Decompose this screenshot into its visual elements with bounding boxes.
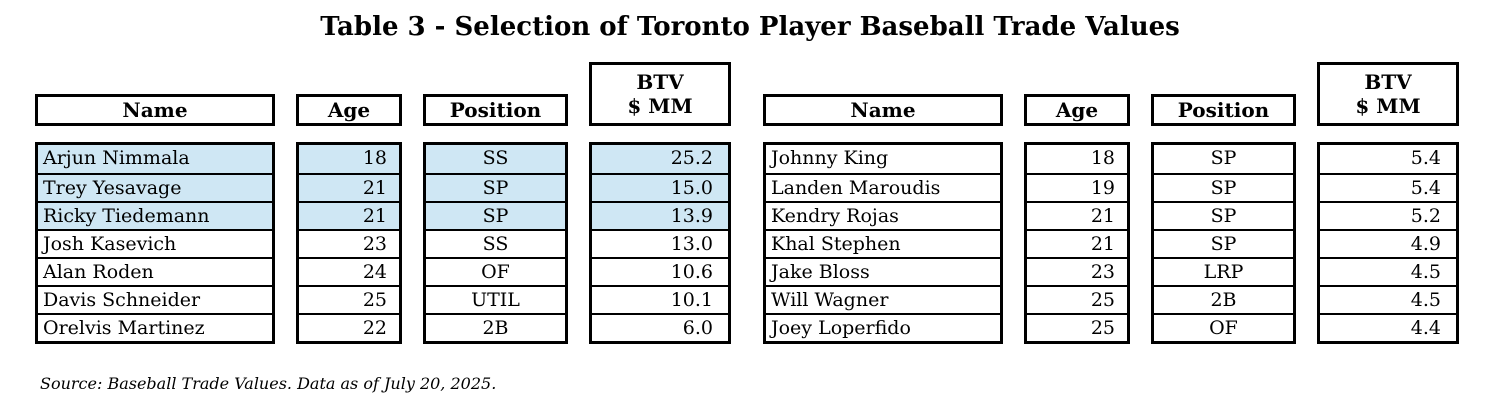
- column-headers-right: Name Age Position BTV $ MM: [763, 62, 1459, 126]
- header-position: Position: [423, 94, 568, 126]
- header-btv-line2: $ MM: [627, 94, 693, 118]
- trade-table-left: Name Age Position BTV $ MM Arjun Nimmala…: [35, 62, 731, 344]
- cell-btv_mm: 5.4: [1320, 145, 1456, 173]
- age-column: 18 19 21 21 23 25 25: [1024, 142, 1130, 344]
- cell-age: 21: [299, 201, 399, 229]
- cell-age: 18: [1027, 145, 1127, 173]
- cell-name: Landen Maroudis: [766, 173, 1000, 201]
- cell-name: Ricky Tiedemann: [38, 201, 272, 229]
- cell-name: Jake Bloss: [766, 257, 1000, 285]
- cell-age: 21: [1027, 201, 1127, 229]
- cell-position: 2B: [426, 313, 565, 341]
- table-body-left: Arjun Nimmala Trey Yesavage Ricky Tiedeman…: [35, 142, 731, 344]
- cell-position: SP: [1154, 201, 1293, 229]
- cell-position: OF: [426, 257, 565, 285]
- position-column: SS SP SP SS OF UTIL 2B: [423, 142, 568, 344]
- name-column: Johnny King Landen Maroudis Kendry Rojas Kh…: [763, 142, 1003, 344]
- cell-btv_mm: 10.1: [592, 285, 728, 313]
- cell-position: LRP: [1154, 257, 1293, 285]
- cell-age: 22: [299, 313, 399, 341]
- page-title: Table 3 - Selection of Toronto Player Ba…: [320, 12, 1180, 42]
- header-age: Age: [296, 94, 402, 126]
- cell-age: 21: [299, 173, 399, 201]
- cell-age: 24: [299, 257, 399, 285]
- cell-name: Trey Yesavage: [38, 173, 272, 201]
- cell-age: 25: [1027, 313, 1127, 341]
- cell-name: Joey Loperfido: [766, 313, 1000, 341]
- cell-age: 18: [299, 145, 399, 173]
- cell-btv_mm: 10.6: [592, 257, 728, 285]
- cell-btv_mm: 4.5: [1320, 285, 1456, 313]
- source-note: Source: Baseball Trade Values. Data as o…: [40, 374, 497, 393]
- cell-name: Davis Schneider: [38, 285, 272, 313]
- cell-position: SP: [1154, 145, 1293, 173]
- cell-name: Josh Kasevich: [38, 229, 272, 257]
- cell-position: SS: [426, 145, 565, 173]
- cell-position: UTIL: [426, 285, 565, 313]
- table-body-right: Johnny King Landen Maroudis Kendry Rojas Kh…: [763, 142, 1459, 344]
- cell-position: SP: [1154, 173, 1293, 201]
- header-btv: BTV $ MM: [1317, 62, 1459, 126]
- cell-position: SP: [426, 173, 565, 201]
- cell-btv_mm: 15.0: [592, 173, 728, 201]
- cell-age: 23: [299, 229, 399, 257]
- age-column: 18 21 21 23 24 25 22: [296, 142, 402, 344]
- cell-btv_mm: 4.5: [1320, 257, 1456, 285]
- header-btv: BTV $ MM: [589, 62, 731, 126]
- cell-age: 25: [1027, 285, 1127, 313]
- header-btv-line2: $ MM: [1355, 94, 1421, 118]
- cell-name: Johnny King: [766, 145, 1000, 173]
- cell-btv_mm: 6.0: [592, 313, 728, 341]
- cell-position: OF: [1154, 313, 1293, 341]
- cell-position: SP: [1154, 229, 1293, 257]
- cell-age: 23: [1027, 257, 1127, 285]
- header-btv-line1: BTV: [636, 70, 684, 94]
- cell-name: Arjun Nimmala: [38, 145, 272, 173]
- cell-age: 19: [1027, 173, 1127, 201]
- cell-position: 2B: [1154, 285, 1293, 313]
- btv-column: 5.4 5.4 5.2 4.9 4.5 4.5 4.4: [1317, 142, 1459, 344]
- trade-table-right: Name Age Position BTV $ MM Johnny King La…: [763, 62, 1459, 344]
- cell-btv_mm: 25.2: [592, 145, 728, 173]
- cell-position: SP: [426, 201, 565, 229]
- cell-btv_mm: 4.4: [1320, 313, 1456, 341]
- btv-column: 25.2 15.0 13.9 13.0 10.6 10.1 6.0: [589, 142, 731, 344]
- header-name: Name: [35, 94, 275, 126]
- column-headers-left: Name Age Position BTV $ MM: [35, 62, 731, 126]
- cell-btv_mm: 5.4: [1320, 173, 1456, 201]
- cell-name: Orelvis Martinez: [38, 313, 272, 341]
- position-column: SP SP SP SP LRP 2B OF: [1151, 142, 1296, 344]
- cell-btv_mm: 5.2: [1320, 201, 1456, 229]
- name-column: Arjun Nimmala Trey Yesavage Ricky Tiedeman…: [35, 142, 275, 344]
- cell-age: 25: [299, 285, 399, 313]
- cell-btv_mm: 13.0: [592, 229, 728, 257]
- cell-name: Khal Stephen: [766, 229, 1000, 257]
- cell-position: SS: [426, 229, 565, 257]
- cell-name: Kendry Rojas: [766, 201, 1000, 229]
- header-position: Position: [1151, 94, 1296, 126]
- header-age: Age: [1024, 94, 1130, 126]
- cell-btv_mm: 13.9: [592, 201, 728, 229]
- cell-btv_mm: 4.9: [1320, 229, 1456, 257]
- header-name: Name: [763, 94, 1003, 126]
- cell-name: Will Wagner: [766, 285, 1000, 313]
- cell-age: 21: [1027, 229, 1127, 257]
- header-btv-line1: BTV: [1364, 70, 1412, 94]
- cell-name: Alan Roden: [38, 257, 272, 285]
